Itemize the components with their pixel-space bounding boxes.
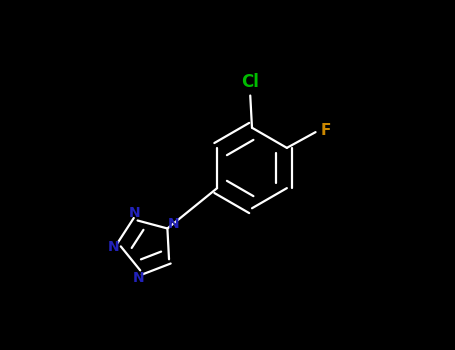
Text: N: N (167, 217, 179, 231)
Text: N: N (132, 271, 144, 285)
Text: F: F (321, 123, 331, 138)
Text: Cl: Cl (241, 74, 259, 91)
Text: N: N (107, 240, 119, 254)
Text: N: N (129, 206, 141, 220)
